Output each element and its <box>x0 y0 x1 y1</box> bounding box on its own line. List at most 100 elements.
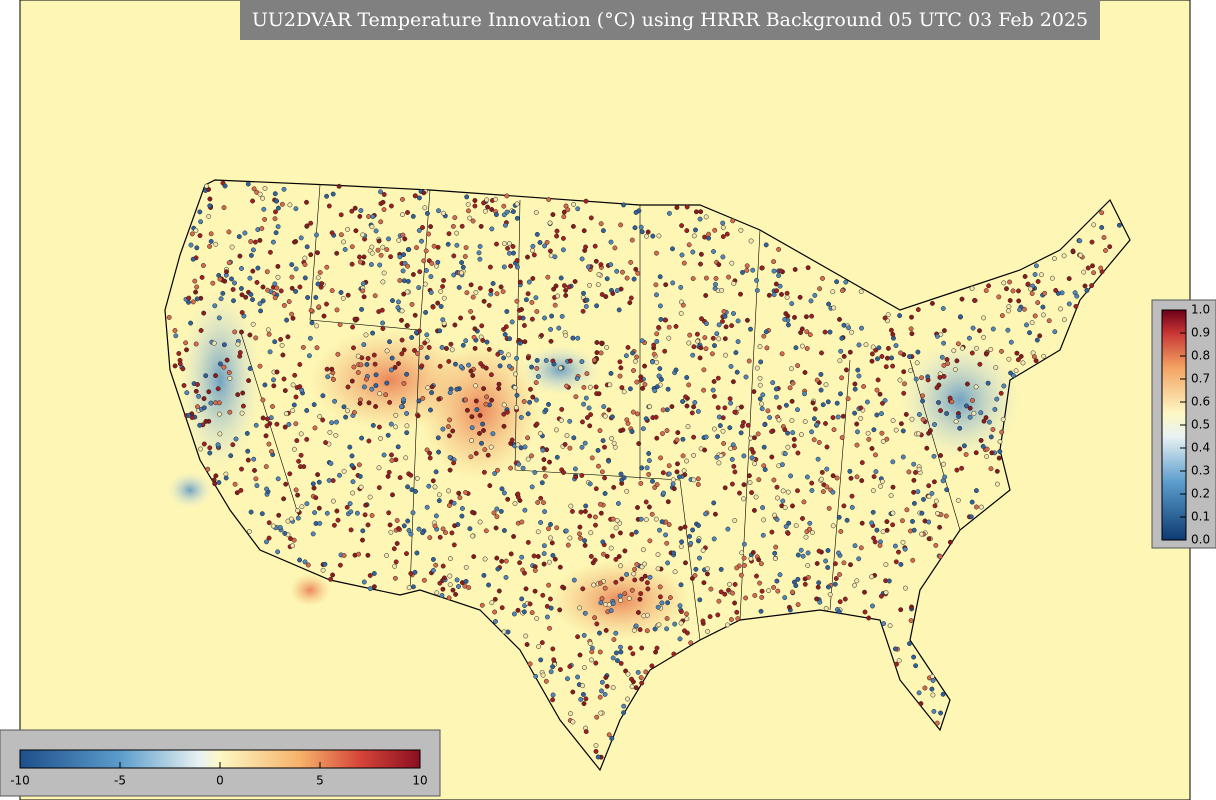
station-dot <box>354 510 360 516</box>
station-dot <box>417 269 423 275</box>
station-dot <box>335 351 341 357</box>
station-dot <box>250 198 256 204</box>
station-dot <box>305 562 311 568</box>
station-dot <box>514 355 520 361</box>
station-dot <box>1066 276 1072 282</box>
station-dot <box>600 539 606 545</box>
station-dot <box>239 466 244 472</box>
station-dot <box>720 220 726 226</box>
station-dot <box>692 400 698 405</box>
station-dot <box>493 196 499 202</box>
station-dot <box>516 461 522 467</box>
station-dot <box>711 536 717 542</box>
station-dot <box>266 520 272 526</box>
station-dot <box>684 611 689 617</box>
station-dot <box>739 404 744 410</box>
station-dot <box>744 267 750 273</box>
station-dot <box>744 263 750 269</box>
station-dot <box>260 397 266 403</box>
station-dot <box>929 300 935 306</box>
station-dot <box>807 520 813 526</box>
station-dot <box>896 658 902 664</box>
station-dot <box>440 586 446 592</box>
station-dot <box>774 517 780 522</box>
station-dot <box>514 215 520 221</box>
station-dot <box>941 373 947 379</box>
station-dot <box>433 469 439 475</box>
station-dot <box>537 240 543 245</box>
station-dot <box>827 329 833 335</box>
station-dot <box>350 324 356 330</box>
station-dot <box>320 567 326 573</box>
station-dot <box>703 346 709 352</box>
station-dot <box>514 298 520 304</box>
station-dot <box>332 398 338 404</box>
station-dot <box>349 261 355 267</box>
station-dot <box>564 383 570 389</box>
station-dot <box>969 499 975 505</box>
station-dot <box>809 313 815 319</box>
station-dot <box>293 266 299 272</box>
station-dot <box>323 440 329 446</box>
station-dot <box>752 435 757 441</box>
station-dot <box>483 528 489 534</box>
station-dot <box>413 488 418 494</box>
station-dot <box>919 375 924 381</box>
station-dot <box>563 287 569 293</box>
station-dot <box>628 295 634 301</box>
station-dot <box>594 350 600 356</box>
station-dot <box>758 359 764 365</box>
station-dot <box>651 342 657 348</box>
station-dot <box>885 345 891 351</box>
station-dot <box>785 489 791 495</box>
station-dot <box>577 531 582 537</box>
station-dot <box>712 511 718 517</box>
station-dot <box>765 408 771 414</box>
station-dot <box>1061 317 1067 323</box>
station-dot <box>1025 281 1031 287</box>
station-dot <box>664 407 670 413</box>
station-dot <box>760 532 766 538</box>
station-dot <box>823 382 829 388</box>
station-dot <box>726 587 731 593</box>
station-dot <box>955 341 961 347</box>
station-dot <box>416 526 422 532</box>
station-dot <box>523 297 529 303</box>
station-dot <box>724 231 730 237</box>
station-dot <box>260 415 266 421</box>
station-dot <box>583 304 589 309</box>
station-dot <box>745 422 751 428</box>
station-dot <box>506 241 512 246</box>
station-dot <box>494 291 500 297</box>
station-dot <box>683 394 689 400</box>
station-dot <box>503 574 509 580</box>
station-dot <box>603 675 609 680</box>
station-dot <box>525 435 531 441</box>
station-dot <box>621 703 627 709</box>
station-dot <box>752 461 758 467</box>
station-dot <box>292 372 298 378</box>
station-dot <box>341 404 347 410</box>
station-dot <box>348 527 354 533</box>
station-dot <box>802 370 808 375</box>
station-dot <box>754 365 760 371</box>
station-dot <box>672 621 678 627</box>
station-dot <box>344 504 350 510</box>
station-dot <box>265 327 271 333</box>
station-dot <box>584 415 590 421</box>
station-dot <box>602 691 608 697</box>
station-dot <box>852 386 858 392</box>
station-dot <box>611 484 617 490</box>
station-dot <box>584 297 590 303</box>
station-dot <box>701 580 707 586</box>
station-dot <box>375 247 381 253</box>
station-dot <box>480 337 486 343</box>
station-dot <box>467 526 473 532</box>
station-dot <box>773 386 779 392</box>
station-dot <box>1020 360 1026 366</box>
station-dot <box>229 276 234 282</box>
station-dot <box>410 584 416 590</box>
station-dot <box>933 498 939 504</box>
station-dot <box>492 609 498 615</box>
station-dot <box>193 341 199 347</box>
